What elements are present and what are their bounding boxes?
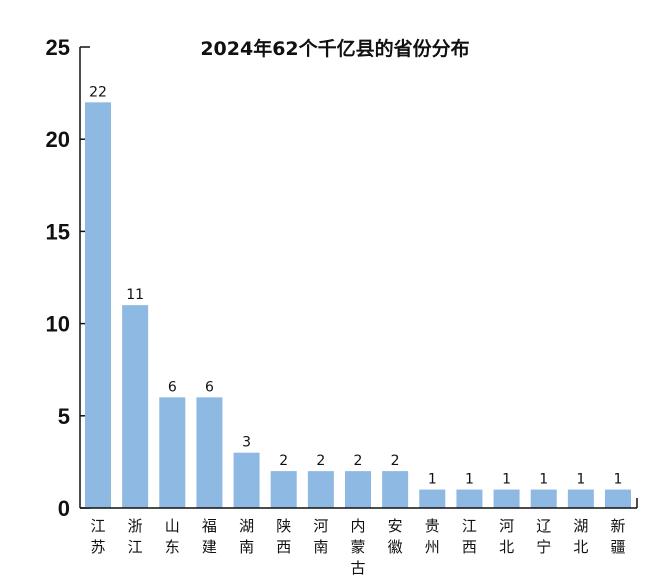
y-axis: 0 5 10 15 20 25 bbox=[46, 35, 90, 521]
x-tick-label: 山东 bbox=[165, 517, 180, 556]
bar bbox=[605, 489, 631, 508]
x-tick-label: 湖北 bbox=[573, 517, 588, 556]
data-label: 2 bbox=[316, 453, 325, 469]
bar bbox=[493, 489, 520, 508]
x-tick-label: 贵州 bbox=[425, 517, 440, 556]
x-tick-label: 内蒙古 bbox=[350, 517, 365, 577]
y-tick-label: 15 bbox=[46, 219, 70, 244]
data-label: 1 bbox=[539, 472, 548, 488]
x-tick-label: 辽宁 bbox=[536, 517, 551, 556]
data-label: 6 bbox=[168, 379, 177, 395]
x-tick-label: 安徽 bbox=[388, 517, 403, 556]
bar bbox=[233, 452, 260, 508]
bar bbox=[456, 489, 483, 508]
data-label: 1 bbox=[428, 472, 437, 488]
chart-title: 2024年62个千亿县的省份分布 bbox=[200, 37, 469, 60]
bar bbox=[270, 471, 297, 508]
data-label: 2 bbox=[354, 453, 363, 469]
data-label: 1 bbox=[465, 472, 474, 488]
bar bbox=[122, 305, 149, 508]
x-tick-label: 浙江 bbox=[128, 517, 143, 556]
x-tick-label: 陕西 bbox=[276, 517, 291, 556]
x-tick-label: 湖南 bbox=[239, 517, 254, 556]
y-tick-label: 20 bbox=[46, 127, 70, 152]
x-tick-label: 福建 bbox=[202, 517, 217, 556]
x-tick-label: 河北 bbox=[499, 517, 514, 556]
x-tick-label: 江西 bbox=[462, 517, 477, 556]
data-label: 1 bbox=[614, 472, 623, 488]
data-label: 1 bbox=[502, 472, 511, 488]
bar bbox=[345, 471, 371, 508]
x-tick-label: 江苏 bbox=[90, 517, 105, 556]
data-label: 2 bbox=[279, 453, 288, 469]
bar bbox=[567, 489, 594, 508]
x-tick-label: 河南 bbox=[313, 517, 328, 556]
bar bbox=[530, 489, 557, 508]
y-tick-label: 25 bbox=[46, 35, 70, 60]
bar bbox=[159, 397, 186, 508]
bar bbox=[307, 471, 334, 508]
data-label: 1 bbox=[576, 472, 585, 488]
bar bbox=[85, 102, 111, 508]
y-tick-label: 0 bbox=[58, 496, 70, 521]
data-label: 11 bbox=[126, 287, 144, 303]
bar bbox=[196, 397, 223, 508]
y-tick-label: 5 bbox=[58, 404, 70, 429]
bar bbox=[382, 471, 409, 508]
data-label: 2 bbox=[391, 453, 400, 469]
data-label: 22 bbox=[89, 84, 107, 100]
y-tick-label: 10 bbox=[46, 312, 70, 337]
data-label: 6 bbox=[205, 379, 214, 395]
bar bbox=[419, 489, 446, 508]
data-label: 3 bbox=[242, 435, 251, 451]
x-tick-label: 新疆 bbox=[610, 517, 625, 556]
